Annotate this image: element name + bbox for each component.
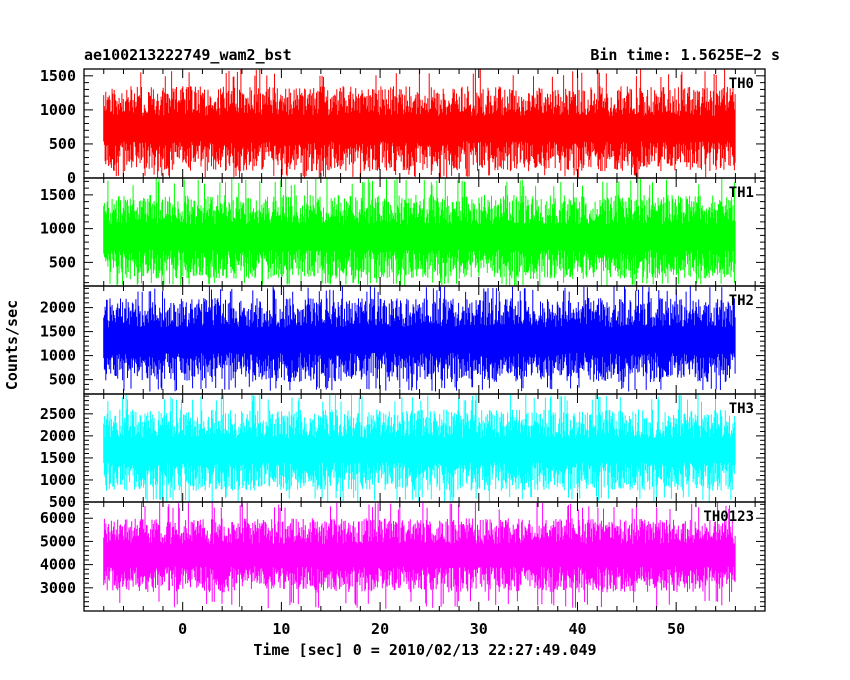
panel-frame — [83, 501, 766, 612]
series-name-th0123: TH0123 — [703, 509, 754, 525]
y-tick-label: 1500 — [40, 67, 76, 85]
y-tick-label: 500 — [49, 135, 76, 153]
y-tick-label: 1000 — [40, 471, 76, 489]
series-trace-th3 — [103, 394, 736, 502]
panel-th3: 500 1000 1500 2000 2500 TH3 — [40, 393, 766, 511]
y-tick-label: 1500 — [40, 449, 76, 467]
x-tick-label: 40 — [568, 620, 586, 638]
x-axis-title: Time [sec] 0 = 2010/02/13 22:27:49.049 — [253, 641, 596, 659]
chart-title: ae100213222749_wam2_bst — [84, 46, 292, 64]
series-name-th3: TH3 — [729, 401, 754, 417]
y-tick-label: 500 — [49, 253, 76, 271]
panel-th2: 500 1000 1500 2000 TH2 — [40, 285, 766, 395]
x-tick-label: 30 — [470, 620, 488, 638]
y-tick-label: 0 — [67, 169, 76, 187]
panel-th1: 500 1000 1500 TH1 — [40, 177, 766, 287]
y-tick-label: 500 — [49, 493, 76, 511]
panel-th0123: 3000 4000 5000 6000 TH0123 — [40, 501, 766, 612]
series-name-th0: TH0 — [729, 76, 754, 92]
panel-th0: 0 500 1000 1500 TH0 — [40, 67, 766, 187]
series-name-th2: TH2 — [729, 293, 754, 309]
y-tick-label: 2000 — [40, 427, 76, 445]
y-tick-label: 2500 — [40, 405, 76, 423]
series-trace-th2 — [103, 286, 736, 392]
series-trace-th0 — [103, 69, 736, 178]
x-tick-label: 0 — [178, 620, 187, 638]
y-tick-label: 4000 — [40, 556, 76, 574]
x-tick-label: 10 — [272, 620, 290, 638]
x-tick-label: 20 — [371, 620, 389, 638]
y-tick-label: 5000 — [40, 532, 76, 550]
y-tick-label: 6000 — [40, 509, 76, 527]
y-tick-label: 1000 — [40, 101, 76, 119]
series-name-th1: TH1 — [729, 185, 754, 201]
y-tick-label: 1000 — [40, 347, 76, 365]
series-trace-th1 — [103, 178, 736, 286]
y-tick-label: 1000 — [40, 220, 76, 238]
x-axis: 0 10 20 30 40 50 — [178, 620, 685, 638]
y-tick-label: 500 — [49, 371, 76, 389]
y-tick-label: 2000 — [40, 299, 76, 317]
y-tick-label: 1500 — [40, 186, 76, 204]
y-axis-title: Counts/sec — [3, 300, 21, 390]
series-trace-th0123 — [103, 502, 736, 609]
x-tick-label: 50 — [667, 620, 685, 638]
y-tick-label: 3000 — [40, 579, 76, 597]
bin-time-label: Bin time: 1.5625E−2 s — [590, 46, 780, 64]
panels-group: 0 500 1000 1500 TH0 500 1000 1500 TH1 500 1000 1500… — [40, 67, 766, 612]
y-tick-label: 1500 — [40, 323, 76, 341]
